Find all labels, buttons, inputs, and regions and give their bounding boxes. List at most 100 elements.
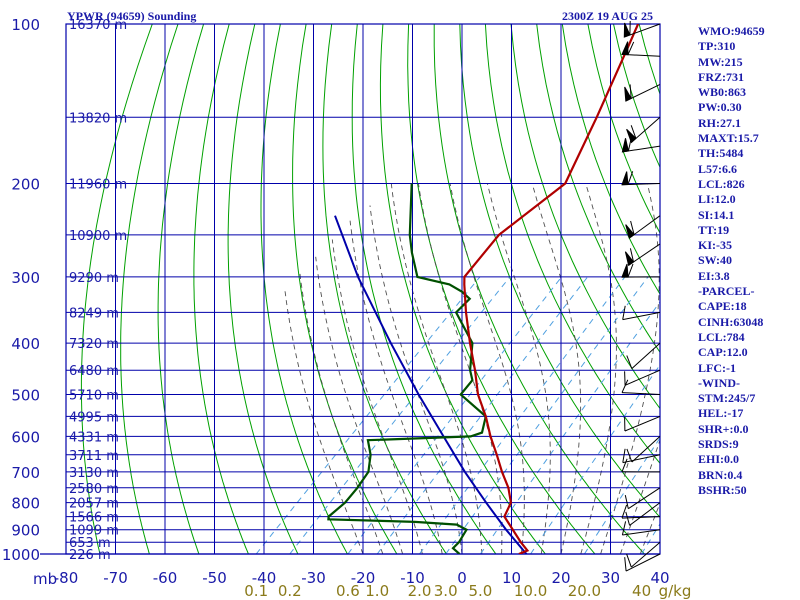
mixing-ratio-line (641, 522, 660, 554)
index-item: MW:215 (698, 54, 743, 69)
height-label: 9290 m (69, 271, 119, 286)
index-item: SI:14.1 (698, 207, 735, 222)
mixing-ratio-line (583, 437, 660, 554)
wind-barb (624, 369, 661, 386)
moist-adiabat (331, 239, 423, 554)
wind-barb (624, 243, 661, 267)
temperature-tick-label: -80 (54, 569, 79, 587)
index-item: LCL:826 (698, 176, 745, 191)
height-label: 13820 m (69, 111, 127, 126)
temperature-tick-label: 10 (502, 569, 521, 587)
index-item: RH:27.1 (698, 115, 741, 130)
temperature-tick-label: 20 (551, 569, 570, 587)
index-item: -PARCEL- (698, 284, 755, 299)
height-label: 1099 m (69, 524, 119, 539)
dry-adiabat (227, 24, 299, 554)
temperature-tick-label: -20 (351, 569, 376, 587)
wind-barb (622, 448, 661, 464)
dry-adiabat (260, 24, 348, 554)
wind-barb (621, 458, 661, 473)
temperature-tick-label: -10 (400, 569, 425, 587)
grid (40, 23, 661, 555)
moist-adiabat (580, 183, 617, 554)
index-item: SHR+:0.0 (698, 421, 749, 436)
pressure-tick-label: 600 (11, 428, 40, 446)
mixing-ratio-label: 0.6 (336, 582, 360, 600)
wind-barb (626, 436, 661, 463)
wind-barb (625, 215, 661, 239)
mixing-ratio-line (419, 276, 626, 554)
temperature-tick-label: -60 (153, 569, 178, 587)
temperature-tick-label: -30 (301, 569, 326, 587)
index-item: TT:19 (698, 222, 730, 237)
pressure-tick-label: 200 (11, 176, 40, 194)
wind-barb (626, 342, 661, 369)
temperature-tick-label: -50 (202, 569, 227, 587)
height-label: 4995 m (69, 410, 119, 425)
thermo-lines (80, 24, 800, 565)
wind-barb (621, 41, 661, 57)
dry-adiabat (292, 24, 398, 554)
index-item: LCL:784 (698, 329, 745, 344)
mixing-ratio-label: 1.0 (365, 582, 389, 600)
moist-adiabat (315, 256, 404, 554)
temperature-tick-label: -70 (103, 569, 128, 587)
height-label: 653 m (69, 536, 111, 551)
dry-adiabat (157, 24, 205, 554)
moist-adiabat (369, 205, 463, 554)
index-item: KI:-35 (698, 238, 732, 253)
index-item: TP:310 (698, 39, 736, 54)
dry-adiabat (433, 24, 646, 554)
pressure-tick-label: 500 (11, 387, 40, 405)
index-item: TH:5484 (698, 146, 744, 161)
dry-adiabat (322, 24, 447, 554)
dry-adiabat (80, 24, 153, 554)
dry-adiabat (379, 24, 547, 554)
height-label: 3711 m (69, 449, 119, 464)
wind-barb (623, 20, 661, 38)
dry-adiabat (120, 24, 179, 554)
mixing-ratio-unit: g/kg (659, 582, 692, 600)
wind-barb (624, 553, 661, 572)
index-item: HEL:-17 (698, 406, 744, 421)
height-label: 3130 m (69, 466, 119, 481)
height-label: 11960 m (69, 178, 127, 193)
height-label: 1566 m (69, 511, 119, 526)
wind-barbs (621, 20, 661, 572)
chart-title-right: 2300Z 19 AUG 25 (562, 9, 653, 23)
wind-barb (624, 83, 661, 102)
height-label: 4331 m (69, 430, 119, 445)
pressure-tick-label: 800 (11, 495, 40, 513)
mixing-ratio-line (530, 363, 660, 554)
wind-barb (621, 379, 661, 395)
index-item: PW:0.30 (698, 100, 742, 115)
dry-adiabat (536, 24, 660, 354)
stability-indices: WMO:94659 TP:310 MW:215 FRZ:731 WB0:863 PW:0.… (698, 24, 765, 498)
index-item: SW:40 (698, 253, 733, 268)
dry-adiabat (767, 24, 800, 565)
height-label: 6480 m (69, 364, 119, 379)
mixing-ratio-label: 0.2 (278, 582, 302, 600)
profiles (327, 24, 640, 554)
dry-adiabat (484, 24, 660, 465)
pressure-tick-label: 1000 (2, 546, 40, 564)
height-label: 7320 m (69, 337, 119, 352)
mixing-ratio-label: 40 (632, 582, 651, 600)
index-item: WB0:863 (698, 85, 746, 100)
temperature-tick-label: 0 (457, 569, 467, 587)
index-item: CAP:12.0 (698, 345, 748, 360)
mixing-ratio-label: 5.0 (468, 582, 492, 600)
height-label: 5710 m (69, 389, 119, 404)
wind-barb (622, 305, 661, 321)
parcel-trace (334, 215, 528, 554)
mixing-ratio-label: 0.1 (244, 582, 268, 600)
axis-labels: 0.1 0.2 0.6 1.0 2.0 3.0 5.0 10.0 20.0 40 g/kg10020… (2, 16, 692, 600)
height-label: 2580 m (69, 482, 119, 497)
mixing-ratio-label: 2.0 (408, 582, 432, 600)
wind-barb (626, 541, 661, 568)
index-item: CINH:63048 (698, 314, 764, 329)
pressure-tick-label: 700 (11, 464, 40, 482)
index-item: BSHR:50 (698, 482, 747, 497)
wind-barb (624, 415, 661, 432)
